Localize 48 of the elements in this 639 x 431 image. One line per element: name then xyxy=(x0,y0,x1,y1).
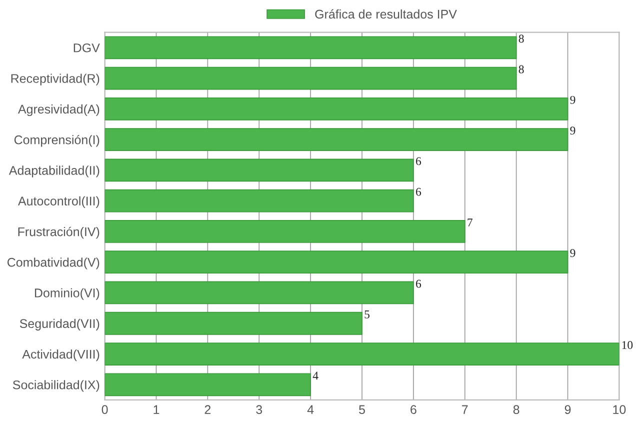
x-tick-label: 6 xyxy=(410,405,416,414)
y-tick-label: Dominio(VI) xyxy=(34,288,100,300)
x-tick-label: 3 xyxy=(256,405,262,414)
bar xyxy=(104,189,414,212)
bar xyxy=(104,312,362,335)
bar xyxy=(104,158,414,182)
data-label: 9 xyxy=(570,126,576,135)
y-tick-label: Autocontrol(III) xyxy=(18,196,100,208)
x-tick-label: 5 xyxy=(359,405,365,414)
bar xyxy=(104,281,414,304)
x-tick-label: 10 xyxy=(613,405,626,414)
y-tick-label: Agresividad(A) xyxy=(18,104,100,116)
data-label: 5 xyxy=(364,310,370,318)
bar xyxy=(104,128,568,152)
bar xyxy=(104,36,517,60)
x-tick-label: 4 xyxy=(307,405,314,414)
x-tick-label: 9 xyxy=(564,405,571,414)
bar xyxy=(104,220,466,243)
y-tick-label: Seguridad(VII) xyxy=(20,318,100,330)
bar xyxy=(104,97,568,120)
bar xyxy=(104,66,517,90)
data-label: 8 xyxy=(518,65,524,74)
bar xyxy=(104,342,620,366)
data-label: 10 xyxy=(622,341,633,349)
y-tick-label: Sociabilidad(IX) xyxy=(12,380,100,392)
y-tick-label: Actividad(VIII) xyxy=(22,349,100,362)
data-label: 8 xyxy=(518,34,524,43)
x-tick-label: 7 xyxy=(462,405,468,414)
x-tick-label: 8 xyxy=(513,405,520,414)
data-label: 6 xyxy=(416,280,422,288)
y-tick-label: DGV xyxy=(74,43,100,52)
bar xyxy=(104,373,311,396)
data-label: 6 xyxy=(416,157,422,166)
data-label: 4 xyxy=(312,372,318,380)
data-label: 7 xyxy=(468,218,472,226)
y-tick-label: Adaptabilidad(II) xyxy=(8,166,100,178)
x-tick-label: 0 xyxy=(102,405,108,414)
y-tick-label: Frustración(IV) xyxy=(18,226,100,239)
x-tick-label: 2 xyxy=(204,405,211,414)
data-label: 9 xyxy=(570,249,576,258)
y-tick-label: Combatividad(V) xyxy=(7,258,100,270)
bar xyxy=(104,250,568,274)
data-label: 6 xyxy=(416,188,422,196)
y-tick-label: Receptividad(R) xyxy=(11,74,100,86)
legend-label: Gráfica de resultados IPV xyxy=(315,9,457,19)
x-tick-label: 1 xyxy=(154,405,160,414)
y-tick-label: Comprensión(I) xyxy=(14,134,100,147)
data-label: 9 xyxy=(570,96,576,104)
